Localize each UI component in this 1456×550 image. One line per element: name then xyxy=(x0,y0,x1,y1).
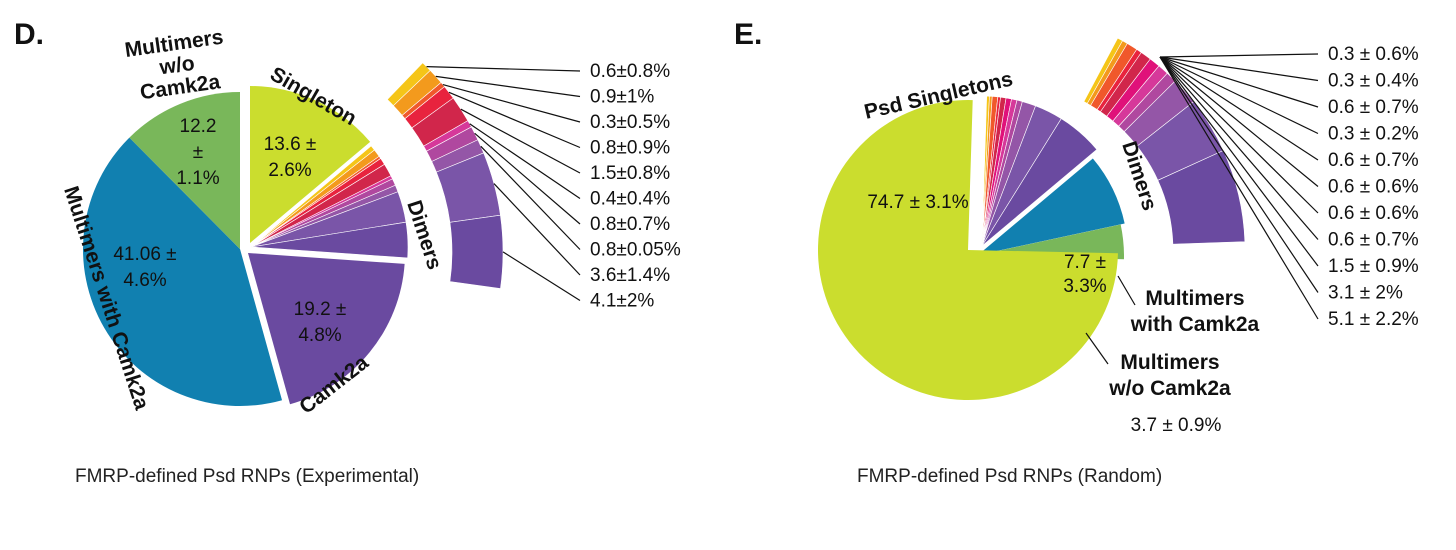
leader-line xyxy=(1159,56,1319,267)
leader-line xyxy=(1159,56,1319,108)
category-label-multimers-wo-camk2a: Multimers w/o Camk2a xyxy=(1108,351,1231,400)
value-label-camk2a: 19.2 ±4.8% xyxy=(294,299,347,346)
category-label-dimers: Dimers xyxy=(402,198,446,273)
dimer-callout-label: 0.3 ± 0.6% xyxy=(1328,44,1419,65)
leader-line xyxy=(480,145,581,250)
dimer-callout-label: 0.8±0.05% xyxy=(590,240,681,261)
dimer-callout-label: 5.1 ± 2.2% xyxy=(1328,309,1419,330)
leader-line xyxy=(1159,53,1319,58)
leader-line xyxy=(1159,56,1319,240)
caption-random: FMRP-defined Psd RNPs (Random) xyxy=(857,466,1162,487)
value-label-singleton: 13.6 ±2.6% xyxy=(264,134,317,181)
dimer-subslice xyxy=(981,118,1098,247)
dimer-callout-label: 1.5±0.8% xyxy=(590,163,670,184)
dimer-callout-label: 3.6±1.4% xyxy=(590,265,670,286)
dimer-subslice xyxy=(250,221,409,259)
value-label-multimers-with-camk2a: 7.7 ±3.3% xyxy=(1063,252,1106,297)
leader-line xyxy=(1159,56,1319,293)
leader-line xyxy=(1159,56,1319,214)
value-label-multimers-wo-camk2a: 3.7 ± 0.9% xyxy=(1131,415,1222,436)
category-label-multimers-wo-camk2a: Multimersw/oCamk2a xyxy=(123,25,231,105)
dimer-callout-label: 0.8±0.9% xyxy=(590,138,670,159)
leader-line xyxy=(493,183,581,276)
leader-line-multimers-wo xyxy=(1085,332,1109,365)
slice-multimers-wo-camk2a xyxy=(974,224,1124,260)
value-label-multimers-wo-camk2a: 12.2 ±1.1% xyxy=(176,116,219,189)
dimer-callout-label: 3.1 ± 2% xyxy=(1328,283,1403,304)
dimer-callout-label: 0.3 ± 0.2% xyxy=(1328,124,1419,145)
slice-singleton xyxy=(250,86,371,243)
leader-line xyxy=(448,91,581,149)
slice-multimers-wo-camk2a xyxy=(129,92,240,249)
dimer-callout-label: 0.8±0.7% xyxy=(590,214,670,235)
leader-line xyxy=(1159,56,1319,135)
dimer-callout-label: 0.6 ± 0.6% xyxy=(1328,177,1419,198)
leader-line xyxy=(469,123,581,199)
leader-line-multimers-with xyxy=(1117,275,1136,306)
dimer-arc-segment xyxy=(1157,150,1246,245)
dimer-callout-label: 0.6 ± 0.6% xyxy=(1328,203,1419,224)
leader-line xyxy=(1159,56,1319,82)
dimer-callout-label: 0.6 ± 0.7% xyxy=(1328,97,1419,118)
slice-multimers-with-camk2a xyxy=(978,158,1125,255)
dimer-callout-label: 0.6 ± 0.7% xyxy=(1328,230,1419,251)
dimer-callout-label: 0.3 ± 0.4% xyxy=(1328,71,1419,92)
slice-multimers-with-camk2a xyxy=(82,137,283,406)
leader-line xyxy=(1159,56,1319,320)
leader-line xyxy=(435,75,581,98)
leader-line xyxy=(474,132,581,225)
dimer-callout-label: 0.3±0.5% xyxy=(590,112,670,133)
slice-psd-singletons xyxy=(818,100,1118,400)
slice-camk2a xyxy=(248,253,405,405)
dimer-callout-label: 4.1±2% xyxy=(590,291,654,312)
value-label-psd-singletons: 74.7 ± 3.1% xyxy=(867,192,968,213)
leader-line xyxy=(460,108,581,174)
dimer-callout-label: 1.5 ± 0.9% xyxy=(1328,256,1419,277)
panel-letter-d: D. xyxy=(14,18,44,51)
dimer-callout-label: 0.4±0.4% xyxy=(590,189,670,210)
caption-experimental: FMRP-defined Psd RNPs (Experimental) xyxy=(75,466,419,487)
category-label-multimers-with-camk2a: Multimers with Camk2a xyxy=(1130,287,1260,336)
value-label-multimers-with-camk2a: 41.06 ±4.6% xyxy=(113,244,176,291)
leader-line xyxy=(442,83,581,123)
leader-line xyxy=(1159,56,1319,161)
panel-letter-e: E. xyxy=(734,18,762,51)
dimer-callout-label: 0.6±0.8% xyxy=(590,61,670,82)
leader-line xyxy=(426,65,581,72)
leader-line xyxy=(502,251,581,302)
dimer-callout-label: 0.6 ± 0.7% xyxy=(1328,150,1419,171)
dimer-arc-segment xyxy=(449,214,504,289)
dimer-callout-label: 0.9±1% xyxy=(590,87,654,108)
leader-line xyxy=(1159,56,1319,187)
